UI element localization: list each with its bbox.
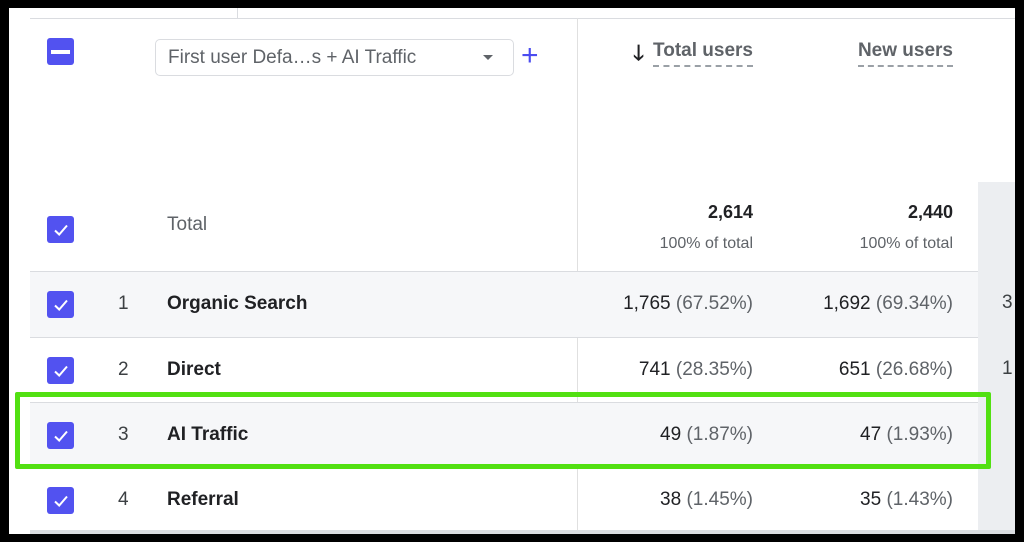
row-rank: 4 bbox=[118, 489, 129, 510]
value: 741 bbox=[638, 359, 671, 380]
totals-row: Total 2,614 100% of total 2,440 100% of … bbox=[30, 183, 978, 271]
header-divider bbox=[30, 18, 1015, 19]
table-row: 4 Referral 38 (1.45%) 35 (1.43%) bbox=[30, 467, 978, 530]
check-icon bbox=[53, 495, 68, 507]
row-rank: 1 bbox=[118, 293, 129, 314]
row-new-users: 651 (26.68%) bbox=[839, 359, 953, 381]
select-all-checkbox[interactable] bbox=[47, 38, 74, 65]
row-new-users: 47 (1.93%) bbox=[860, 424, 953, 446]
table-row: 2 Direct 741 (28.35%) 651 (26.68%) bbox=[30, 337, 978, 402]
row-checkbox[interactable] bbox=[47, 487, 74, 514]
row-checkbox[interactable] bbox=[47, 357, 74, 384]
row-channel: Direct bbox=[167, 359, 221, 380]
row-checkbox[interactable] bbox=[47, 291, 74, 318]
column-header-label: Total users bbox=[653, 40, 753, 67]
table-row: 3 AI Traffic 49 (1.87%) 47 (1.93%) bbox=[30, 402, 978, 467]
check-icon bbox=[53, 365, 68, 377]
report-table: First user Defa…s + AI Traffic + 🡓 Total… bbox=[9, 8, 1015, 534]
check-icon bbox=[53, 299, 68, 311]
dropdown-caret-icon bbox=[483, 55, 493, 60]
row-total-users: 49 (1.87%) bbox=[660, 424, 753, 446]
row-rank: 2 bbox=[118, 359, 129, 380]
table-row: 1 Organic Search 1,765 (67.52%) 1,692 (6… bbox=[30, 271, 978, 337]
value: 49 bbox=[660, 424, 682, 445]
value: 35 bbox=[860, 489, 882, 510]
row-channel: AI Traffic bbox=[167, 424, 249, 445]
column-header-label: New users bbox=[857, 40, 953, 67]
plus-icon: + bbox=[521, 39, 539, 72]
row-new-users: 35 (1.43%) bbox=[860, 489, 953, 511]
row-total-users: 38 (1.45%) bbox=[660, 489, 753, 511]
value: 38 bbox=[660, 489, 682, 510]
percent: (1.87%) bbox=[686, 424, 753, 445]
row-new-users: 1,692 (69.34%) bbox=[823, 293, 953, 315]
percent: (1.43%) bbox=[886, 489, 953, 510]
total-users-total: 2,614 bbox=[707, 202, 753, 222]
percent: (1.93%) bbox=[886, 424, 953, 445]
table-bottom-border bbox=[30, 530, 1015, 534]
dimension-selector[interactable]: First user Defa…s + AI Traffic bbox=[155, 39, 514, 76]
row-channel: Referral bbox=[167, 489, 239, 510]
value: 47 bbox=[860, 424, 882, 445]
add-dimension-button[interactable]: + bbox=[521, 38, 539, 74]
next-column-value: 1 bbox=[1002, 358, 1013, 379]
new-users-total: 2,440 bbox=[907, 202, 953, 222]
new-users-total-sub: 100% of total bbox=[859, 235, 953, 252]
value: 1,692 bbox=[823, 293, 871, 314]
percent: (28.35%) bbox=[675, 359, 753, 380]
percent: (69.34%) bbox=[875, 293, 953, 314]
value: 1,765 bbox=[623, 293, 671, 314]
percent: (67.52%) bbox=[675, 293, 753, 314]
row-checkbox[interactable] bbox=[47, 422, 74, 449]
percent: (1.45%) bbox=[686, 489, 753, 510]
row-total-users: 741 (28.35%) bbox=[639, 359, 753, 381]
column-resize-tick bbox=[237, 8, 238, 18]
totals-label: Total bbox=[167, 214, 208, 235]
arrow-down-icon: 🡓 bbox=[633, 42, 645, 65]
column-header-total-users[interactable]: 🡓 Total users bbox=[633, 40, 753, 74]
dimension-selector-value: First user Defa…s + AI Traffic bbox=[168, 46, 417, 68]
row-rank: 3 bbox=[118, 424, 129, 445]
check-icon bbox=[53, 430, 68, 442]
next-column-partial bbox=[978, 182, 1015, 534]
next-column-value: 3 bbox=[1002, 292, 1013, 313]
total-users-total-sub: 100% of total bbox=[659, 235, 753, 252]
percent: (26.68%) bbox=[875, 359, 953, 380]
check-icon bbox=[53, 224, 68, 236]
minus-icon bbox=[51, 49, 70, 54]
totals-checkbox[interactable] bbox=[47, 216, 74, 243]
value: 651 bbox=[838, 359, 871, 380]
column-header-new-users[interactable]: New users bbox=[857, 40, 953, 67]
row-total-users: 1,765 (67.52%) bbox=[623, 293, 753, 315]
row-channel: Organic Search bbox=[167, 293, 308, 314]
